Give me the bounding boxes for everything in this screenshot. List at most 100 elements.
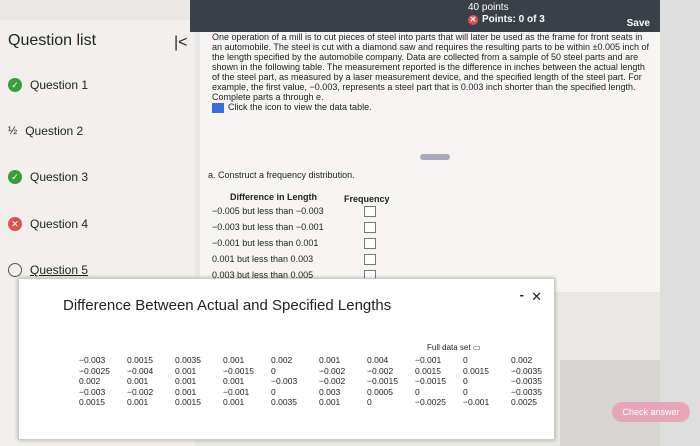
data-cell: 0.002 (511, 355, 533, 365)
data-cell: 0.001 (223, 376, 245, 386)
data-cell: 0 (463, 376, 468, 386)
data-cell: 0.001 (175, 386, 197, 397)
data-cell: 0.001 (127, 397, 149, 407)
data-cell: −0.0025 (415, 397, 446, 407)
table-icon[interactable] (212, 102, 224, 113)
class-row: −0.003 but less than −0.001 (212, 222, 324, 232)
question-label: Question 2 (25, 124, 84, 138)
question-3[interactable]: ✓ Question 3 (8, 170, 88, 184)
data-cell: 0 (463, 386, 468, 397)
data-cell: 0.0035 (175, 355, 201, 365)
points-score: ✕ Points: 0 of 3 (468, 14, 545, 25)
data-cell: 0.0015 (463, 365, 489, 376)
data-cell: −0.001 (463, 397, 490, 407)
data-cell: −0.001 (223, 386, 250, 397)
data-cell: 0.0015 (415, 365, 441, 376)
data-cell: −0.0015 (415, 376, 446, 386)
data-cell: 0 (271, 365, 276, 376)
data-cell: 0.0015 (79, 397, 105, 407)
question-content: One operation of a mill is to cut pieces… (200, 32, 660, 292)
data-cell: 0 (415, 386, 420, 397)
frequency-input[interactable] (364, 206, 376, 217)
data-grid: −0.003 0.0015 0.0035 0.001 0.002 0.001 0.004 −0… (79, 355, 559, 408)
data-cell: −0.0035 (511, 386, 542, 397)
x-icon: ✕ (8, 217, 22, 231)
class-row: 0.001 but less than 0.003 (212, 254, 314, 264)
empty-circle-icon (8, 263, 22, 277)
data-cell: −0.0015 (223, 365, 254, 376)
check-icon: ✓ (8, 170, 22, 184)
data-cell: −0.0015 (367, 376, 398, 386)
score-text: Points: 0 of 3 (482, 14, 545, 25)
save-button[interactable]: Save (626, 18, 650, 29)
question-label: Question 5 (30, 263, 89, 277)
partial-icon: ½ (8, 125, 18, 137)
data-cell: 0.001 (319, 355, 341, 365)
data-cell: −0.003 (79, 355, 106, 365)
data-cell: 0.0015 (127, 355, 153, 365)
minimize-icon[interactable]: - (519, 287, 524, 302)
frequency-input[interactable] (364, 238, 376, 249)
data-cell: −0.004 (127, 365, 154, 376)
question-4[interactable]: ✕ Question 4 (8, 217, 88, 231)
data-cell: 0.0005 (367, 386, 393, 397)
data-cell: 0.0025 (511, 397, 537, 407)
data-cell: −0.0035 (511, 376, 542, 386)
header-bar: 40 points ✕ Points: 0 of 3 Save (190, 0, 660, 32)
data-cell: 0.001 (223, 355, 245, 365)
data-cell: −0.002 (319, 365, 346, 376)
full-data-set-link[interactable]: Full data set ▭ (427, 343, 481, 352)
col-frequency: Frequency (344, 194, 390, 204)
class-row: 0.003 but less than 0.005 (212, 270, 314, 280)
data-cell: 0.003 (319, 386, 341, 397)
data-cell: −0.002 (367, 365, 394, 376)
data-cell: −0.003 (271, 376, 298, 386)
data-cell: −0.002 (127, 386, 154, 397)
data-cell: 0.001 (175, 365, 197, 376)
frequency-input[interactable] (364, 222, 376, 233)
check-icon: ✓ (8, 78, 22, 92)
data-cell: 0.001 (319, 397, 341, 407)
question-2[interactable]: ½ Question 2 (8, 124, 83, 138)
data-cell: 0.001 (223, 397, 245, 407)
data-cell: −0.0035 (511, 365, 542, 376)
data-cell: 0.002 (79, 376, 101, 386)
data-cell: 0.0035 (271, 397, 297, 407)
data-cell: −0.002 (319, 376, 346, 386)
points-total: 40 points (468, 2, 509, 13)
col-difference: Difference in Length (230, 192, 318, 202)
data-cell: −0.0025 (79, 365, 110, 376)
data-cell: 0.004 (367, 355, 389, 365)
data-cell: 0.0015 (175, 397, 201, 407)
right-panel (660, 0, 700, 446)
question-list-title: Question list (8, 32, 97, 49)
modal-title: Difference Between Actual and Specified … (63, 297, 392, 314)
frequency-input[interactable] (364, 254, 376, 265)
close-icon[interactable]: ✕ (531, 289, 542, 304)
data-cell: 0.002 (271, 355, 293, 365)
collapse-icon[interactable]: |< (174, 34, 188, 51)
check-answer-button[interactable]: Check answer (612, 402, 690, 422)
x-icon: ✕ (468, 14, 478, 25)
question-1[interactable]: ✓ Question 1 (8, 78, 88, 92)
part-a-label: a. Construct a frequency distribution. (208, 170, 355, 180)
question-5[interactable]: Question 5 (8, 263, 88, 277)
more-dots-icon[interactable] (420, 154, 450, 160)
data-cell: 0 (271, 386, 276, 397)
data-table-modal: Difference Between Actual and Specified … (18, 278, 555, 440)
data-cell: 0 (367, 397, 372, 407)
question-label: Question 1 (30, 78, 89, 92)
problem-text: One operation of a mill is to cut pieces… (212, 32, 652, 113)
data-cell: −0.001 (415, 355, 442, 365)
problem-statement: One operation of a mill is to cut pieces… (212, 32, 650, 102)
question-label: Question 3 (30, 170, 89, 184)
question-label: Question 4 (30, 217, 89, 231)
data-cell: 0.001 (127, 376, 149, 386)
data-cell: 0.001 (175, 376, 197, 386)
table-link[interactable]: Click the icon to view the data table. (228, 102, 372, 112)
full-data-label: Full data set (427, 343, 471, 352)
class-row: −0.005 but less than −0.003 (212, 206, 324, 216)
class-row: −0.001 but less than 0.001 (212, 238, 319, 248)
data-cell: −0.003 (79, 386, 106, 397)
data-cell: 0 (463, 355, 468, 365)
